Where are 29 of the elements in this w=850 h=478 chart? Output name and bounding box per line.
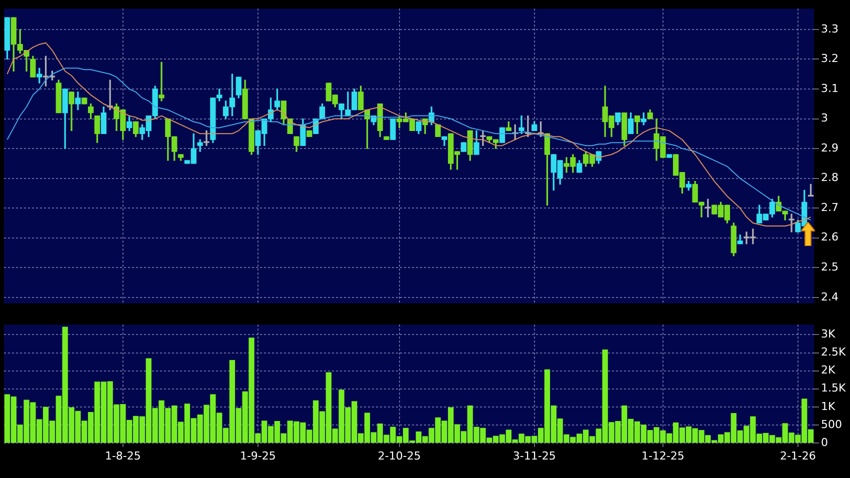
y-tick-label: 2.8 [821, 171, 838, 184]
y-tick-label: 1K [821, 400, 836, 413]
x-tick-label: 3-11-25 [512, 449, 556, 462]
candlestick [204, 130, 210, 146]
y-tick-label: 2.6 [821, 230, 838, 244]
candlestick [518, 115, 524, 134]
candlestick [480, 130, 486, 146]
y-tick-label: 1.5K [821, 382, 846, 395]
x-tick-label: 2-10-25 [378, 449, 421, 462]
y-tick-label: 2.5 [821, 260, 838, 274]
y-tick-label: 500 [821, 418, 842, 431]
y-tick-label: 3.1 [821, 82, 838, 95]
y-tick-label: 0 [821, 436, 828, 449]
y-tick-label: 3 [821, 112, 828, 125]
y-tick-label: 3.2 [821, 52, 838, 66]
y-tick-label: 2.4 [821, 290, 838, 304]
candlestick [788, 214, 794, 232]
x-tick-label: 1-12-25 [641, 449, 684, 462]
y-tick-label: 2K [821, 364, 836, 377]
y-tick-label: 2.7 [821, 200, 838, 214]
candlestick [158, 62, 164, 102]
y-tick-label: 2.5K [821, 346, 846, 359]
y-tick-label: 3.3 [821, 22, 838, 36]
x-tick-label: 1-9-25 [240, 449, 276, 462]
candlestick [705, 198, 711, 218]
x-tick-label: 1-8-25 [104, 449, 141, 462]
y-tick-label: 3K [821, 328, 836, 341]
y-tick-label: 2.9 [821, 141, 838, 154]
x-tick-label: 2-1-26 [780, 449, 816, 462]
